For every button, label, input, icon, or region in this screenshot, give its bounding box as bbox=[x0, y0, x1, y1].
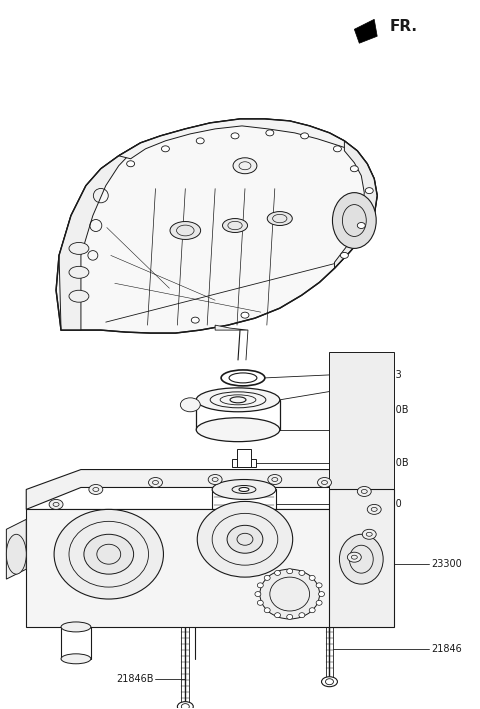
Ellipse shape bbox=[196, 388, 280, 412]
Ellipse shape bbox=[287, 569, 293, 574]
Ellipse shape bbox=[350, 166, 358, 172]
Ellipse shape bbox=[318, 478, 332, 488]
Ellipse shape bbox=[319, 591, 324, 596]
Ellipse shape bbox=[192, 317, 199, 323]
Polygon shape bbox=[329, 489, 394, 627]
Ellipse shape bbox=[61, 654, 91, 664]
Ellipse shape bbox=[322, 676, 337, 687]
Ellipse shape bbox=[340, 252, 348, 258]
Polygon shape bbox=[335, 141, 377, 268]
Polygon shape bbox=[349, 489, 394, 627]
Ellipse shape bbox=[267, 211, 292, 225]
Bar bbox=[234, 479, 254, 484]
Ellipse shape bbox=[212, 479, 276, 499]
Ellipse shape bbox=[170, 221, 201, 240]
Ellipse shape bbox=[348, 552, 361, 562]
Polygon shape bbox=[119, 119, 354, 159]
Ellipse shape bbox=[196, 138, 204, 144]
Ellipse shape bbox=[357, 223, 365, 228]
Ellipse shape bbox=[231, 133, 239, 139]
Ellipse shape bbox=[49, 499, 63, 509]
Ellipse shape bbox=[212, 521, 276, 541]
Ellipse shape bbox=[239, 488, 249, 491]
Ellipse shape bbox=[266, 130, 274, 136]
Ellipse shape bbox=[208, 474, 222, 484]
Ellipse shape bbox=[161, 146, 169, 152]
Ellipse shape bbox=[316, 601, 322, 605]
Polygon shape bbox=[56, 119, 377, 333]
Ellipse shape bbox=[362, 530, 376, 540]
Ellipse shape bbox=[255, 591, 261, 596]
Ellipse shape bbox=[357, 486, 371, 496]
Ellipse shape bbox=[316, 583, 322, 588]
Ellipse shape bbox=[233, 158, 257, 174]
Bar bbox=[232, 459, 256, 467]
Ellipse shape bbox=[241, 312, 249, 318]
Ellipse shape bbox=[69, 267, 89, 279]
Ellipse shape bbox=[223, 218, 248, 233]
Ellipse shape bbox=[300, 133, 309, 139]
Ellipse shape bbox=[299, 571, 305, 576]
Text: 23300: 23300 bbox=[431, 559, 462, 569]
Text: 26410B: 26410B bbox=[371, 405, 409, 415]
Polygon shape bbox=[354, 19, 377, 43]
Ellipse shape bbox=[367, 504, 381, 514]
Ellipse shape bbox=[334, 146, 341, 152]
Ellipse shape bbox=[229, 373, 257, 383]
Ellipse shape bbox=[339, 535, 383, 584]
Text: FR.: FR. bbox=[389, 19, 417, 34]
Polygon shape bbox=[59, 143, 141, 330]
Ellipse shape bbox=[180, 398, 200, 412]
Ellipse shape bbox=[257, 601, 264, 605]
Ellipse shape bbox=[309, 576, 315, 581]
Ellipse shape bbox=[178, 702, 193, 709]
Ellipse shape bbox=[227, 525, 263, 553]
Bar bbox=[237, 449, 251, 467]
Ellipse shape bbox=[264, 608, 270, 613]
Polygon shape bbox=[6, 520, 26, 579]
Ellipse shape bbox=[260, 569, 320, 619]
Ellipse shape bbox=[275, 613, 280, 618]
Ellipse shape bbox=[299, 613, 305, 618]
Polygon shape bbox=[26, 509, 349, 627]
Ellipse shape bbox=[69, 290, 89, 302]
Ellipse shape bbox=[148, 478, 162, 488]
Ellipse shape bbox=[221, 370, 265, 386]
Text: 26413: 26413 bbox=[371, 370, 402, 380]
Ellipse shape bbox=[84, 535, 133, 574]
Text: 21846: 21846 bbox=[431, 644, 462, 654]
Polygon shape bbox=[26, 469, 394, 509]
Ellipse shape bbox=[264, 576, 270, 581]
Ellipse shape bbox=[309, 608, 315, 613]
Ellipse shape bbox=[61, 622, 91, 632]
Ellipse shape bbox=[127, 161, 134, 167]
Text: 21846B: 21846B bbox=[116, 674, 154, 683]
Ellipse shape bbox=[6, 535, 26, 574]
Ellipse shape bbox=[69, 242, 89, 255]
Ellipse shape bbox=[287, 615, 293, 620]
Text: 26300: 26300 bbox=[371, 499, 402, 509]
Ellipse shape bbox=[89, 484, 103, 494]
Text: 26420B: 26420B bbox=[371, 457, 409, 467]
Ellipse shape bbox=[275, 571, 280, 576]
Ellipse shape bbox=[333, 193, 376, 248]
Ellipse shape bbox=[257, 583, 264, 588]
Ellipse shape bbox=[365, 188, 373, 194]
Ellipse shape bbox=[196, 418, 280, 442]
Ellipse shape bbox=[268, 474, 282, 484]
Bar bbox=[329, 352, 394, 489]
Ellipse shape bbox=[54, 509, 164, 599]
Ellipse shape bbox=[197, 501, 293, 577]
Polygon shape bbox=[215, 325, 248, 330]
